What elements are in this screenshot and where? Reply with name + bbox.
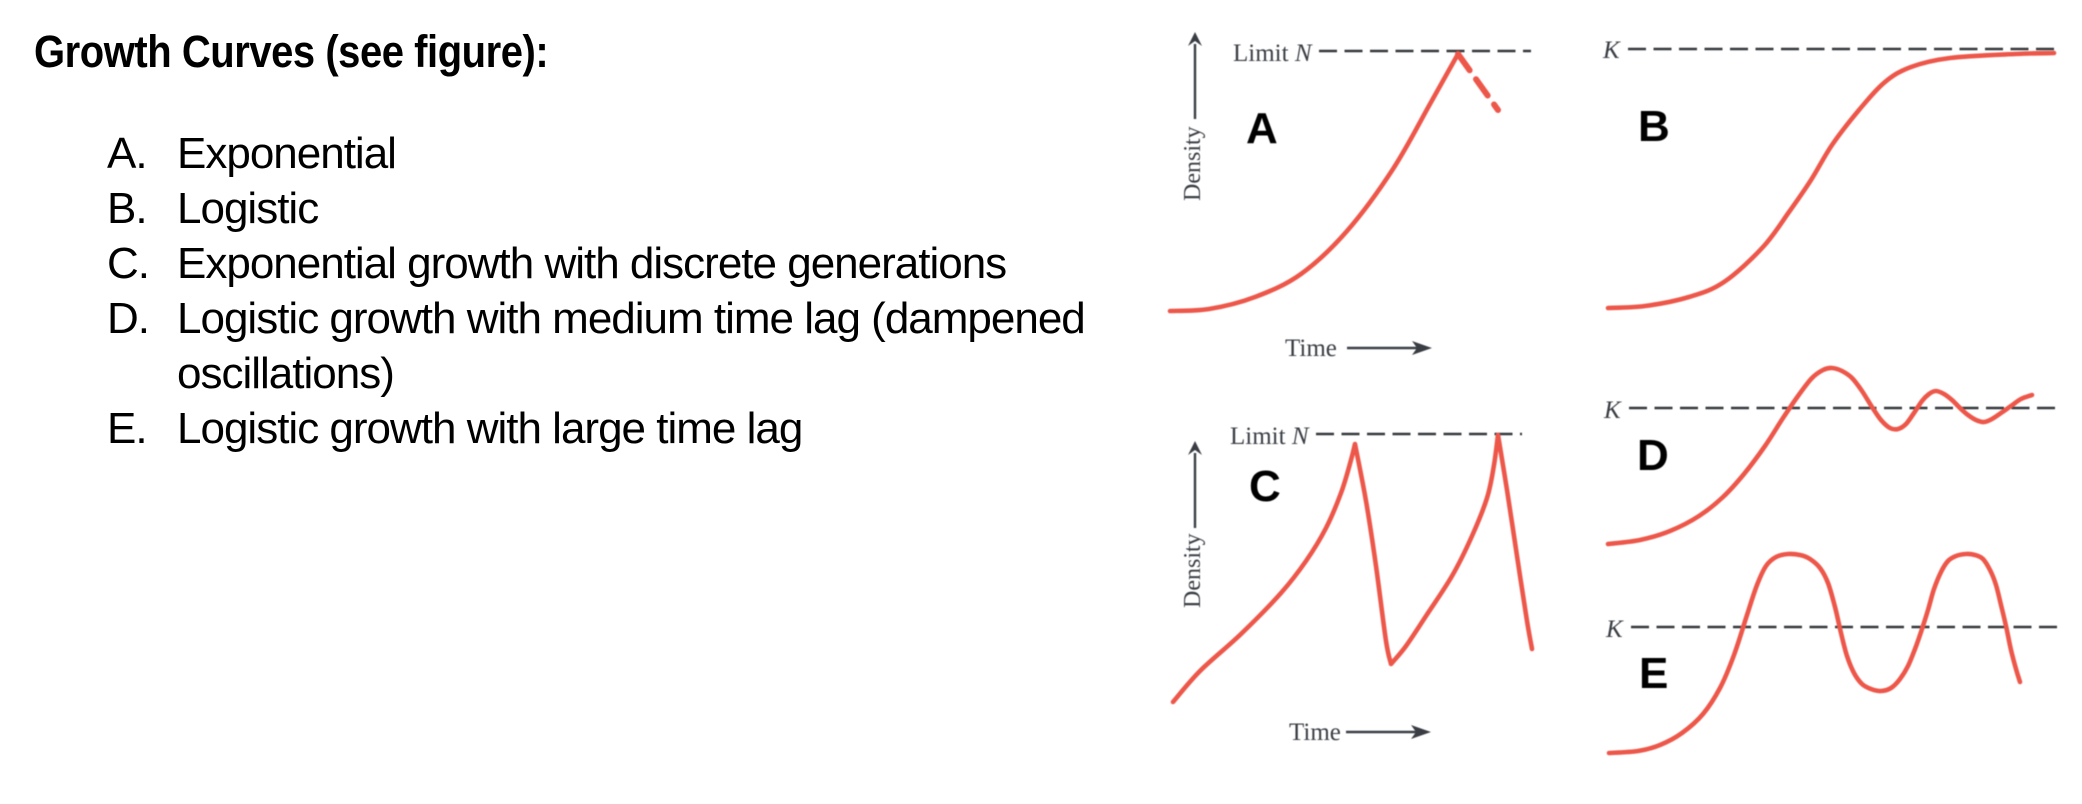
svg-text:Time: Time	[1285, 335, 1337, 362]
svg-text:B: B	[1638, 102, 1670, 151]
svg-text:E: E	[1639, 649, 1668, 698]
svg-text:Limit N: Limit N	[1233, 40, 1313, 67]
svg-text:A: A	[1246, 104, 1278, 153]
svg-text:Time: Time	[1289, 719, 1341, 746]
svg-text:Limit N: Limit N	[1230, 423, 1310, 450]
svg-text:K: K	[1605, 616, 1624, 643]
svg-text:D: D	[1637, 431, 1669, 480]
svg-text:Density: Density	[1180, 533, 1206, 608]
svg-text:Density: Density	[1180, 126, 1206, 201]
svg-text:C: C	[1249, 462, 1281, 511]
svg-text:K: K	[1603, 397, 1622, 424]
svg-text:K: K	[1602, 37, 1621, 64]
